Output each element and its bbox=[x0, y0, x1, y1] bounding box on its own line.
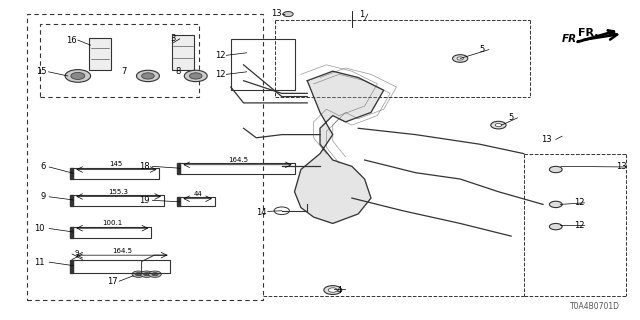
Text: 100.1: 100.1 bbox=[102, 220, 122, 226]
Circle shape bbox=[328, 288, 337, 292]
Circle shape bbox=[491, 121, 506, 129]
Text: 7: 7 bbox=[122, 67, 127, 76]
Circle shape bbox=[549, 166, 562, 173]
Text: 13: 13 bbox=[271, 9, 282, 18]
Circle shape bbox=[495, 124, 502, 127]
Circle shape bbox=[189, 73, 202, 79]
Text: FR.: FR. bbox=[562, 34, 581, 44]
Text: 4: 4 bbox=[337, 285, 342, 295]
Circle shape bbox=[184, 70, 207, 82]
Text: 12: 12 bbox=[214, 51, 225, 60]
Circle shape bbox=[549, 201, 562, 208]
Text: 12: 12 bbox=[574, 198, 584, 207]
Circle shape bbox=[143, 273, 150, 276]
Circle shape bbox=[152, 273, 158, 276]
Circle shape bbox=[65, 69, 91, 82]
Text: 16: 16 bbox=[66, 36, 77, 44]
Circle shape bbox=[136, 70, 159, 82]
Bar bbox=[70, 168, 74, 179]
Text: 44: 44 bbox=[193, 191, 202, 197]
Text: 10: 10 bbox=[35, 224, 45, 233]
Text: 13: 13 bbox=[616, 163, 627, 172]
Circle shape bbox=[140, 271, 153, 277]
Text: 5: 5 bbox=[480, 45, 485, 54]
Circle shape bbox=[132, 271, 145, 277]
Circle shape bbox=[274, 207, 289, 215]
Text: 145: 145 bbox=[109, 161, 123, 167]
Circle shape bbox=[283, 12, 293, 17]
Text: 17: 17 bbox=[108, 277, 118, 286]
Circle shape bbox=[148, 271, 161, 277]
Circle shape bbox=[135, 273, 141, 276]
Bar bbox=[177, 197, 180, 206]
Text: 5: 5 bbox=[509, 113, 514, 122]
Text: 12: 12 bbox=[214, 70, 225, 79]
Text: T0A4B0701D: T0A4B0701D bbox=[570, 302, 620, 311]
Circle shape bbox=[324, 286, 342, 294]
Text: 9: 9 bbox=[75, 250, 79, 256]
Bar bbox=[70, 227, 74, 238]
Circle shape bbox=[549, 223, 562, 230]
Text: 155.3: 155.3 bbox=[109, 188, 129, 195]
Text: 3: 3 bbox=[171, 34, 176, 43]
Bar bbox=[172, 35, 195, 69]
Bar bbox=[70, 260, 74, 273]
Polygon shape bbox=[294, 71, 384, 223]
Bar bbox=[177, 163, 180, 174]
Text: 13: 13 bbox=[541, 135, 552, 144]
Bar bbox=[90, 38, 111, 69]
Circle shape bbox=[141, 73, 154, 79]
Circle shape bbox=[452, 55, 468, 62]
Text: 11: 11 bbox=[35, 258, 45, 267]
Text: 164.5: 164.5 bbox=[228, 157, 248, 163]
Text: 9: 9 bbox=[40, 192, 45, 201]
Text: 15: 15 bbox=[36, 67, 47, 76]
Text: FR.: FR. bbox=[578, 28, 598, 38]
Text: 12: 12 bbox=[574, 220, 584, 229]
Bar bbox=[70, 195, 74, 206]
Text: 6: 6 bbox=[40, 163, 45, 172]
Text: 1: 1 bbox=[359, 10, 364, 19]
Text: 164.5: 164.5 bbox=[112, 248, 132, 254]
Text: 18: 18 bbox=[140, 162, 150, 171]
Text: 8: 8 bbox=[176, 67, 181, 76]
Circle shape bbox=[457, 57, 463, 60]
Circle shape bbox=[71, 72, 85, 79]
Text: 14: 14 bbox=[256, 208, 267, 217]
Text: 19: 19 bbox=[140, 196, 150, 205]
